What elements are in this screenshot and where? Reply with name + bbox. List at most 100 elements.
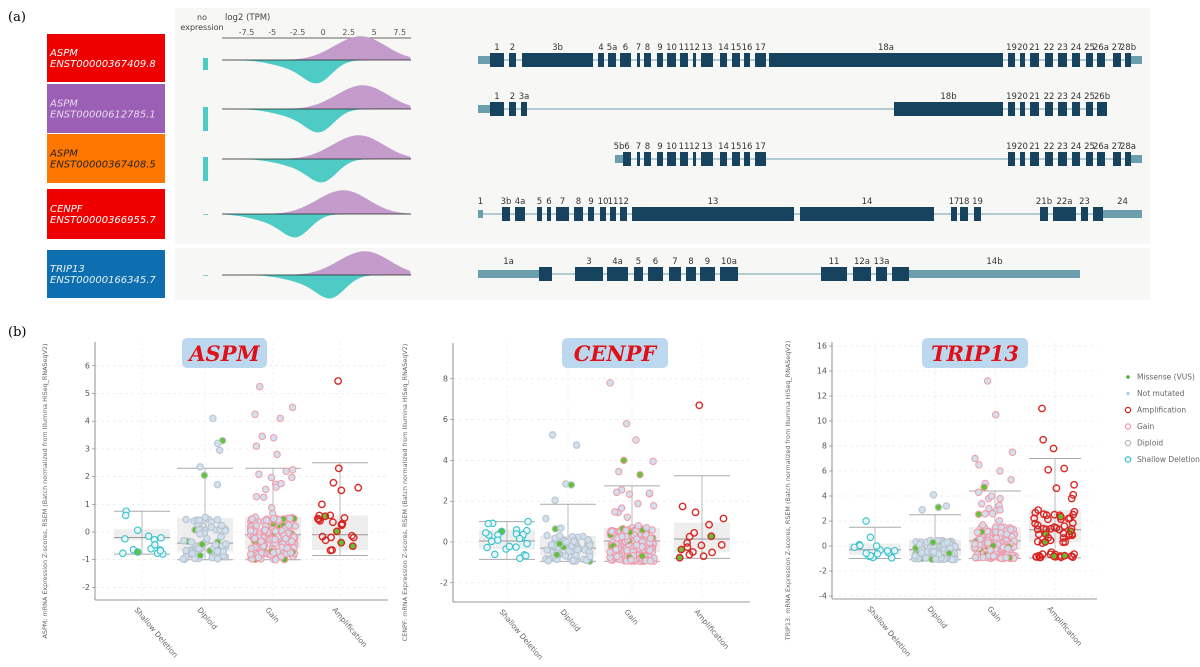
data-point [971,540,979,548]
exon-block [892,267,909,281]
exon-block [522,53,593,67]
y-tick-label: 8 [822,442,827,451]
data-point [551,496,559,504]
exon-block [575,267,603,281]
data-point [632,541,641,549]
data-point [627,556,635,564]
exon-block [680,53,688,67]
data-point [327,533,335,542]
data-point [313,514,322,523]
exon-block [1097,152,1105,166]
data-point [974,488,983,496]
data-point [699,552,708,561]
exon-block [1020,152,1025,166]
data-point [247,527,255,535]
exon-label: 14b [986,257,1002,267]
exon-label: 14 [862,197,873,207]
utr-block [615,155,623,163]
data-point [569,556,577,565]
exon-label: 24 [1071,142,1082,152]
no-expression-label-2: expression [180,23,223,32]
data-point [971,454,979,463]
exon-block [1058,152,1067,166]
data-point [515,534,524,543]
data-point [221,527,230,535]
legend-label: Shallow Deletion [1137,455,1200,464]
exon-label: 2 [510,92,515,102]
y-tick-label: 8 [443,374,448,383]
gene-name: CENPF [50,204,83,215]
transcript-id: ENST00000612785.1 [50,110,156,121]
exon-label: 10 [666,43,677,53]
data-point [267,503,276,512]
y-tick-label: 0 [85,528,90,537]
data-point [283,544,291,552]
chart-title: ASPM [187,341,260,366]
exon-label: 18a [878,43,894,53]
transcript-label-box [47,250,165,298]
data-point [613,552,621,561]
data-point [1002,530,1011,538]
data-point [180,536,188,545]
data-point [986,546,995,554]
y-tick-label: 2 [443,497,448,506]
exon-label: 5a [607,43,618,53]
data-point [689,548,697,556]
exon-block [574,207,583,221]
exon-block [1045,102,1053,116]
data-point [618,532,626,541]
data-point-missense [555,540,564,548]
data-point [272,483,280,491]
data-point [522,552,530,560]
data-point [625,490,634,498]
density-tick-label: -7.5 [239,28,255,37]
exon-block [598,53,604,67]
no-expression-bar [203,107,208,131]
exon-block [680,152,688,166]
exon-label: 2 [510,43,515,53]
data-point [931,555,940,563]
density-lower [222,214,411,238]
exon-label: 20 [1017,43,1028,53]
title-box [182,338,267,368]
exon-block [1086,102,1093,116]
data-point [872,542,881,550]
data-point [1052,484,1061,493]
data-point [612,488,621,497]
data-point [611,508,619,516]
exon-block [1086,152,1093,166]
data-point [1069,490,1078,499]
data-point [1070,480,1079,489]
data-point [708,548,716,557]
data-point [977,500,986,508]
x-tick-label: Diploid [925,605,949,631]
data-point [483,543,491,552]
data-point [683,539,691,547]
exon-label: 19 [972,197,983,207]
exon-label: 26b [1094,92,1110,102]
data-point [1050,523,1059,532]
data-point [649,501,658,510]
data-point [215,446,224,455]
exon-label: 12 [689,142,700,152]
legend-marker [1124,423,1132,430]
exon-label: 4a [515,197,526,207]
exon-block [1058,53,1067,67]
transcript-id: ENST00000367408.5 [50,160,156,171]
data-point [328,518,337,527]
exon-label: 9 [588,197,593,207]
data-point [287,537,296,546]
title-box [922,338,1028,368]
data-point [1068,553,1077,561]
y-tick-label: 5 [85,389,90,398]
data-point [284,521,293,529]
data-point [1039,510,1048,519]
data-point [1007,525,1015,534]
data-point [873,550,882,558]
exon-label: 26a [1093,142,1109,152]
exon-block [1086,53,1093,67]
y-axis-label: TRIP13: mRNA Expression Z-scores, RSEM (… [784,341,792,641]
data-point [255,382,264,391]
data-point [543,531,551,540]
